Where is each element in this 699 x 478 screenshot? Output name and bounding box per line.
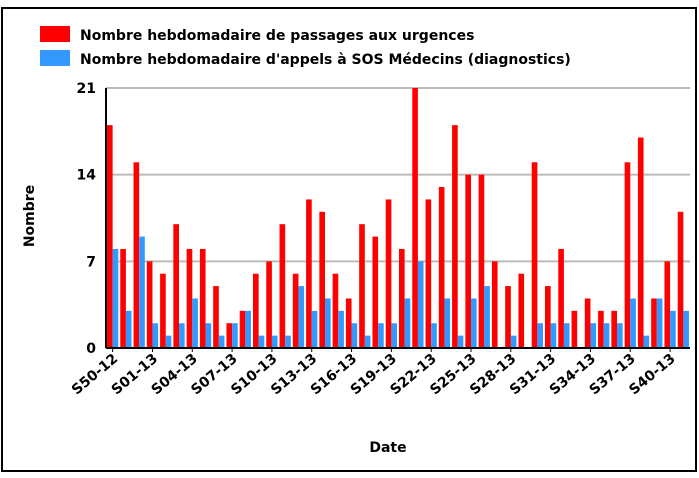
bar [471, 298, 477, 348]
bar [160, 273, 166, 348]
bar [173, 224, 179, 348]
bar [438, 187, 445, 348]
bar [484, 286, 490, 348]
bar [351, 323, 358, 348]
bar [218, 335, 225, 348]
bar [120, 248, 126, 348]
bar [285, 335, 291, 348]
bar [412, 88, 418, 348]
bar [266, 261, 272, 348]
bar [550, 323, 557, 348]
y-tick-label: 0 [86, 341, 96, 357]
bar [603, 323, 610, 348]
bar [531, 162, 538, 348]
bar [192, 298, 198, 348]
bar [179, 323, 185, 348]
bar [664, 261, 671, 348]
bar [624, 162, 631, 348]
bar [146, 261, 153, 348]
bar [404, 298, 411, 348]
bar [457, 335, 464, 348]
bar [139, 236, 145, 348]
bar [505, 286, 511, 348]
bar [325, 298, 331, 348]
bar [677, 211, 684, 348]
bar [253, 273, 259, 348]
bar [345, 298, 352, 348]
bar [637, 137, 644, 348]
y-tick-label: 7 [86, 254, 96, 270]
bar [545, 286, 551, 348]
bar [444, 298, 451, 348]
bar [359, 224, 365, 348]
bar [491, 261, 498, 348]
bar [311, 310, 318, 348]
bar [226, 323, 233, 348]
bar [656, 298, 663, 348]
y-tick-label: 14 [77, 168, 97, 184]
y-tick-label: 21 [77, 81, 96, 97]
frame [1, 7, 697, 472]
bar [617, 323, 623, 348]
bar [279, 224, 286, 348]
bar [590, 323, 597, 348]
bar [199, 248, 206, 348]
bar [292, 273, 299, 348]
bar [133, 162, 140, 348]
bar [112, 248, 119, 348]
bar [558, 248, 564, 348]
bar [630, 298, 636, 348]
bar [465, 174, 471, 348]
bar [338, 310, 344, 348]
x-axis-label: Date [369, 440, 406, 456]
bar [452, 125, 458, 349]
legend-swatch [40, 50, 70, 66]
bar [537, 323, 543, 348]
bar [213, 286, 219, 348]
legend-swatch [40, 26, 70, 42]
bar [258, 335, 265, 348]
bar [271, 335, 278, 348]
bar [165, 335, 172, 348]
bar [399, 248, 405, 348]
bar [431, 323, 437, 348]
bar [651, 298, 657, 348]
bar [245, 310, 251, 348]
bar [670, 310, 676, 348]
bar [239, 310, 246, 348]
bar [425, 199, 432, 348]
bar [306, 199, 312, 348]
bar [378, 323, 384, 348]
bar [510, 335, 517, 348]
bar [611, 310, 617, 348]
bar [571, 310, 578, 348]
bar [563, 323, 570, 348]
legend-label: Nombre hebdomadaire d'appels à SOS Médec… [80, 52, 571, 68]
bar [125, 310, 132, 348]
bar [232, 323, 238, 348]
bar [518, 273, 525, 348]
y-axis-label: Nombre [22, 185, 38, 247]
bar [332, 273, 339, 348]
bar [364, 335, 371, 348]
bar [478, 174, 485, 348]
bar [205, 323, 212, 348]
bar [152, 323, 159, 348]
bar [643, 335, 650, 348]
bar [391, 323, 397, 348]
bar [319, 211, 325, 348]
bar [598, 310, 604, 348]
bar [683, 310, 689, 348]
bar [584, 298, 591, 348]
legend-label: Nombre hebdomadaire de passages aux urge… [80, 28, 474, 44]
bar [385, 199, 392, 348]
bar [298, 286, 305, 348]
bar [372, 236, 379, 348]
bar [107, 125, 113, 349]
bar [186, 248, 193, 348]
bar [417, 261, 424, 348]
